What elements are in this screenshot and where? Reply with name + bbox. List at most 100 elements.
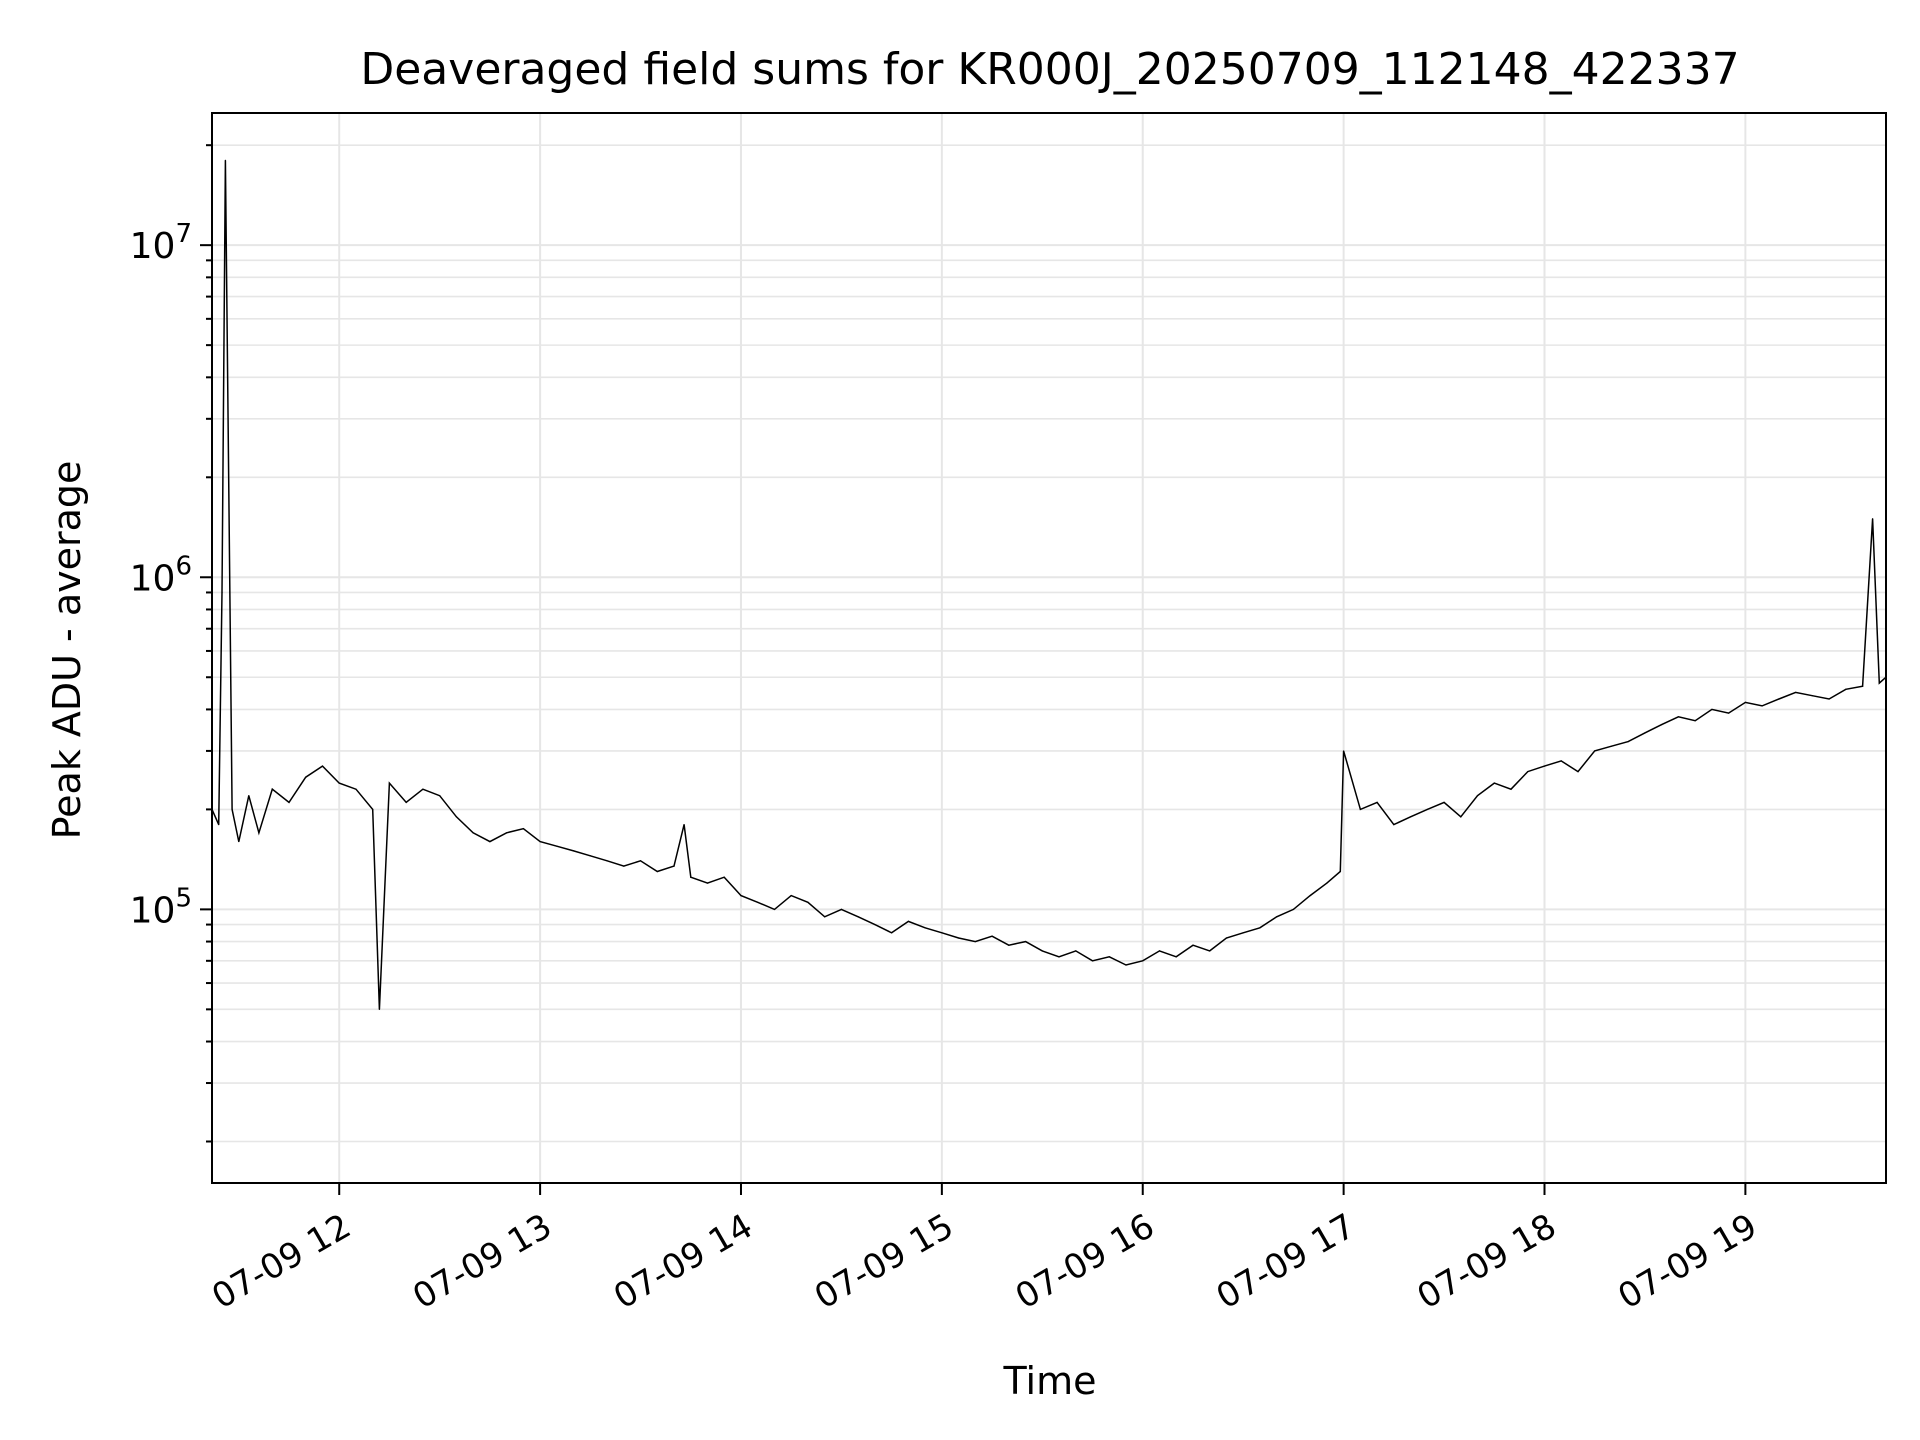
data-point: [1309, 895, 1311, 897]
data-point: [1861, 685, 1864, 687]
data-point: [1677, 716, 1680, 718]
data-point: [1594, 750, 1596, 752]
data-point: [773, 908, 776, 910]
data-point: [572, 850, 575, 852]
data-point: [1476, 795, 1479, 797]
data-point: [1393, 823, 1395, 826]
data-point: [439, 795, 441, 797]
data-point: [1008, 944, 1010, 946]
x-tick-label: 07-09 14: [607, 1206, 759, 1317]
data-point: [372, 808, 374, 810]
data-point: [489, 840, 491, 843]
data-point: [305, 776, 307, 778]
series-layer: [211, 159, 1887, 1010]
y-axis-label: Peak ADU - average: [45, 461, 89, 840]
data-point: [238, 840, 240, 843]
data-point: [1661, 724, 1663, 726]
data-point: [522, 828, 524, 830]
data-point: [807, 901, 809, 903]
data-point: [1527, 770, 1529, 773]
data-point: [556, 845, 558, 847]
data-point: [455, 816, 458, 818]
data-point: [1058, 956, 1060, 958]
data-point: [1225, 937, 1228, 939]
data-point: [623, 865, 625, 867]
x-tick-label: 07-09 13: [406, 1206, 558, 1317]
data-point: [388, 782, 391, 784]
y-tick-exponent: 7: [175, 219, 192, 249]
data-point: [1872, 518, 1874, 520]
data-point: [1209, 950, 1211, 952]
data-point: [1778, 698, 1780, 700]
data-point: [224, 159, 226, 161]
x-tick-label: 07-09 16: [1009, 1206, 1161, 1317]
data-point: [1510, 788, 1512, 790]
data-point: [1075, 950, 1077, 952]
data-point: [706, 882, 709, 884]
y-tick-exponent: 5: [175, 883, 192, 913]
data-point: [1728, 712, 1730, 714]
data-point: [1627, 741, 1629, 743]
data-point: [1091, 960, 1094, 962]
data-point: [1175, 956, 1177, 958]
data-point: [1192, 944, 1194, 946]
data-point: [673, 865, 675, 867]
data-point: [1142, 960, 1144, 962]
data-point: [757, 901, 759, 903]
x-axis-label: Time: [1003, 1359, 1097, 1403]
data-point: [1041, 950, 1043, 952]
data-point: [690, 876, 692, 878]
data-point: [958, 937, 960, 939]
data-point: [1024, 940, 1027, 943]
data-point: [248, 795, 250, 797]
data-point: [1108, 956, 1110, 958]
y-tick-base: 10: [130, 226, 176, 267]
data-point: [1426, 808, 1428, 810]
x-gridlines: [338, 113, 1747, 1183]
data-point: [924, 927, 926, 929]
data-point: [683, 823, 685, 826]
data-point: [1543, 765, 1546, 767]
data-point: [539, 840, 541, 843]
x-axis-ticks: 07-09 12 07-09 13 07-09 14 07-09 15 07-09 16…: [205, 1183, 1764, 1317]
y-gridlines: [212, 144, 1886, 1143]
data-point: [1795, 691, 1797, 694]
data-point: [1376, 801, 1378, 803]
data-point: [338, 782, 340, 784]
data-point: [422, 788, 424, 790]
data-point: [1811, 695, 1813, 697]
data-point: [1343, 750, 1345, 752]
data-point: [991, 935, 993, 937]
y-tick-base: 10: [130, 558, 176, 599]
data-point: [1711, 708, 1713, 711]
data-point: [288, 801, 290, 803]
data-point: [723, 876, 725, 878]
data-point: [271, 788, 273, 790]
data-point: [1292, 908, 1295, 910]
data-point: [1610, 745, 1613, 747]
data-point: [221, 591, 223, 594]
data-point: [840, 908, 843, 910]
data-point: [1359, 808, 1361, 810]
data-point: [1409, 816, 1412, 818]
data-point: [1493, 782, 1495, 784]
data-point: [874, 923, 876, 926]
data-point: [472, 832, 474, 834]
plot-frame: [211, 112, 1887, 1184]
data-point: [1339, 870, 1341, 873]
data-point: [824, 916, 826, 918]
data-point: [740, 895, 742, 897]
data-point: [639, 860, 642, 862]
x-tick-label: 07-09 12: [205, 1206, 357, 1317]
data-point: [378, 1008, 380, 1010]
data-point: [1276, 916, 1278, 918]
data-point: [656, 870, 658, 873]
data-point: [790, 895, 792, 897]
data-point: [1694, 720, 1696, 722]
data-point: [1878, 682, 1880, 684]
data-point: [974, 940, 976, 943]
data-point: [857, 916, 859, 918]
chart-title: Deaveraged field sums for KR000J_2025070…: [360, 44, 1739, 95]
data-point: [1828, 698, 1830, 700]
